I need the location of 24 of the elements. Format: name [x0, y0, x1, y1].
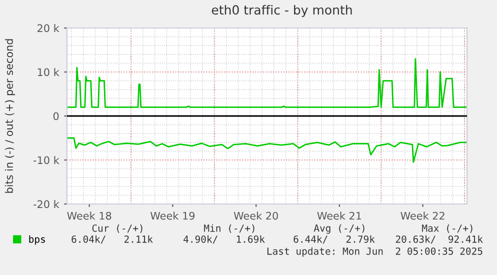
text: Avg (-/+) [314, 224, 364, 234]
y-tick-label: 20 k [38, 24, 60, 32]
x-tick-label: Week 20 [234, 212, 278, 220]
y-tick-label: 0 [53, 112, 59, 120]
text: 20.63k/ 92.41k [396, 235, 483, 244]
y-tick-label: -10 k [34, 156, 60, 164]
y-axis-title: bits in (-) / out (+) per second [4, 39, 15, 193]
line-series [67, 137, 467, 163]
x-tick-label: Week 18 [67, 212, 112, 220]
text: Cur (-/+) [92, 224, 142, 233]
text: 6.04k/ 2.11k [72, 235, 153, 244]
legend-label: bps [29, 235, 45, 245]
text: Min (-/+) [204, 224, 254, 233]
text: Max (-/+) [422, 224, 472, 233]
y-tick-label: 10 k [38, 68, 60, 76]
line-series [67, 58, 467, 108]
x-tick-label: Week 21 [317, 212, 362, 220]
x-tick-label: Week 22 [400, 212, 444, 220]
text: 4.90k/ 1.69k [184, 235, 265, 244]
text: 6.44k/ 2.79k [294, 235, 375, 244]
text: Last update: Mon Jun 2 05:00:35 2025 [267, 247, 482, 257]
chart-title: eth0 traffic - by month [212, 4, 352, 18]
y-tick-label: -20 k [34, 200, 60, 208]
x-tick-label: Week 19 [150, 212, 195, 220]
